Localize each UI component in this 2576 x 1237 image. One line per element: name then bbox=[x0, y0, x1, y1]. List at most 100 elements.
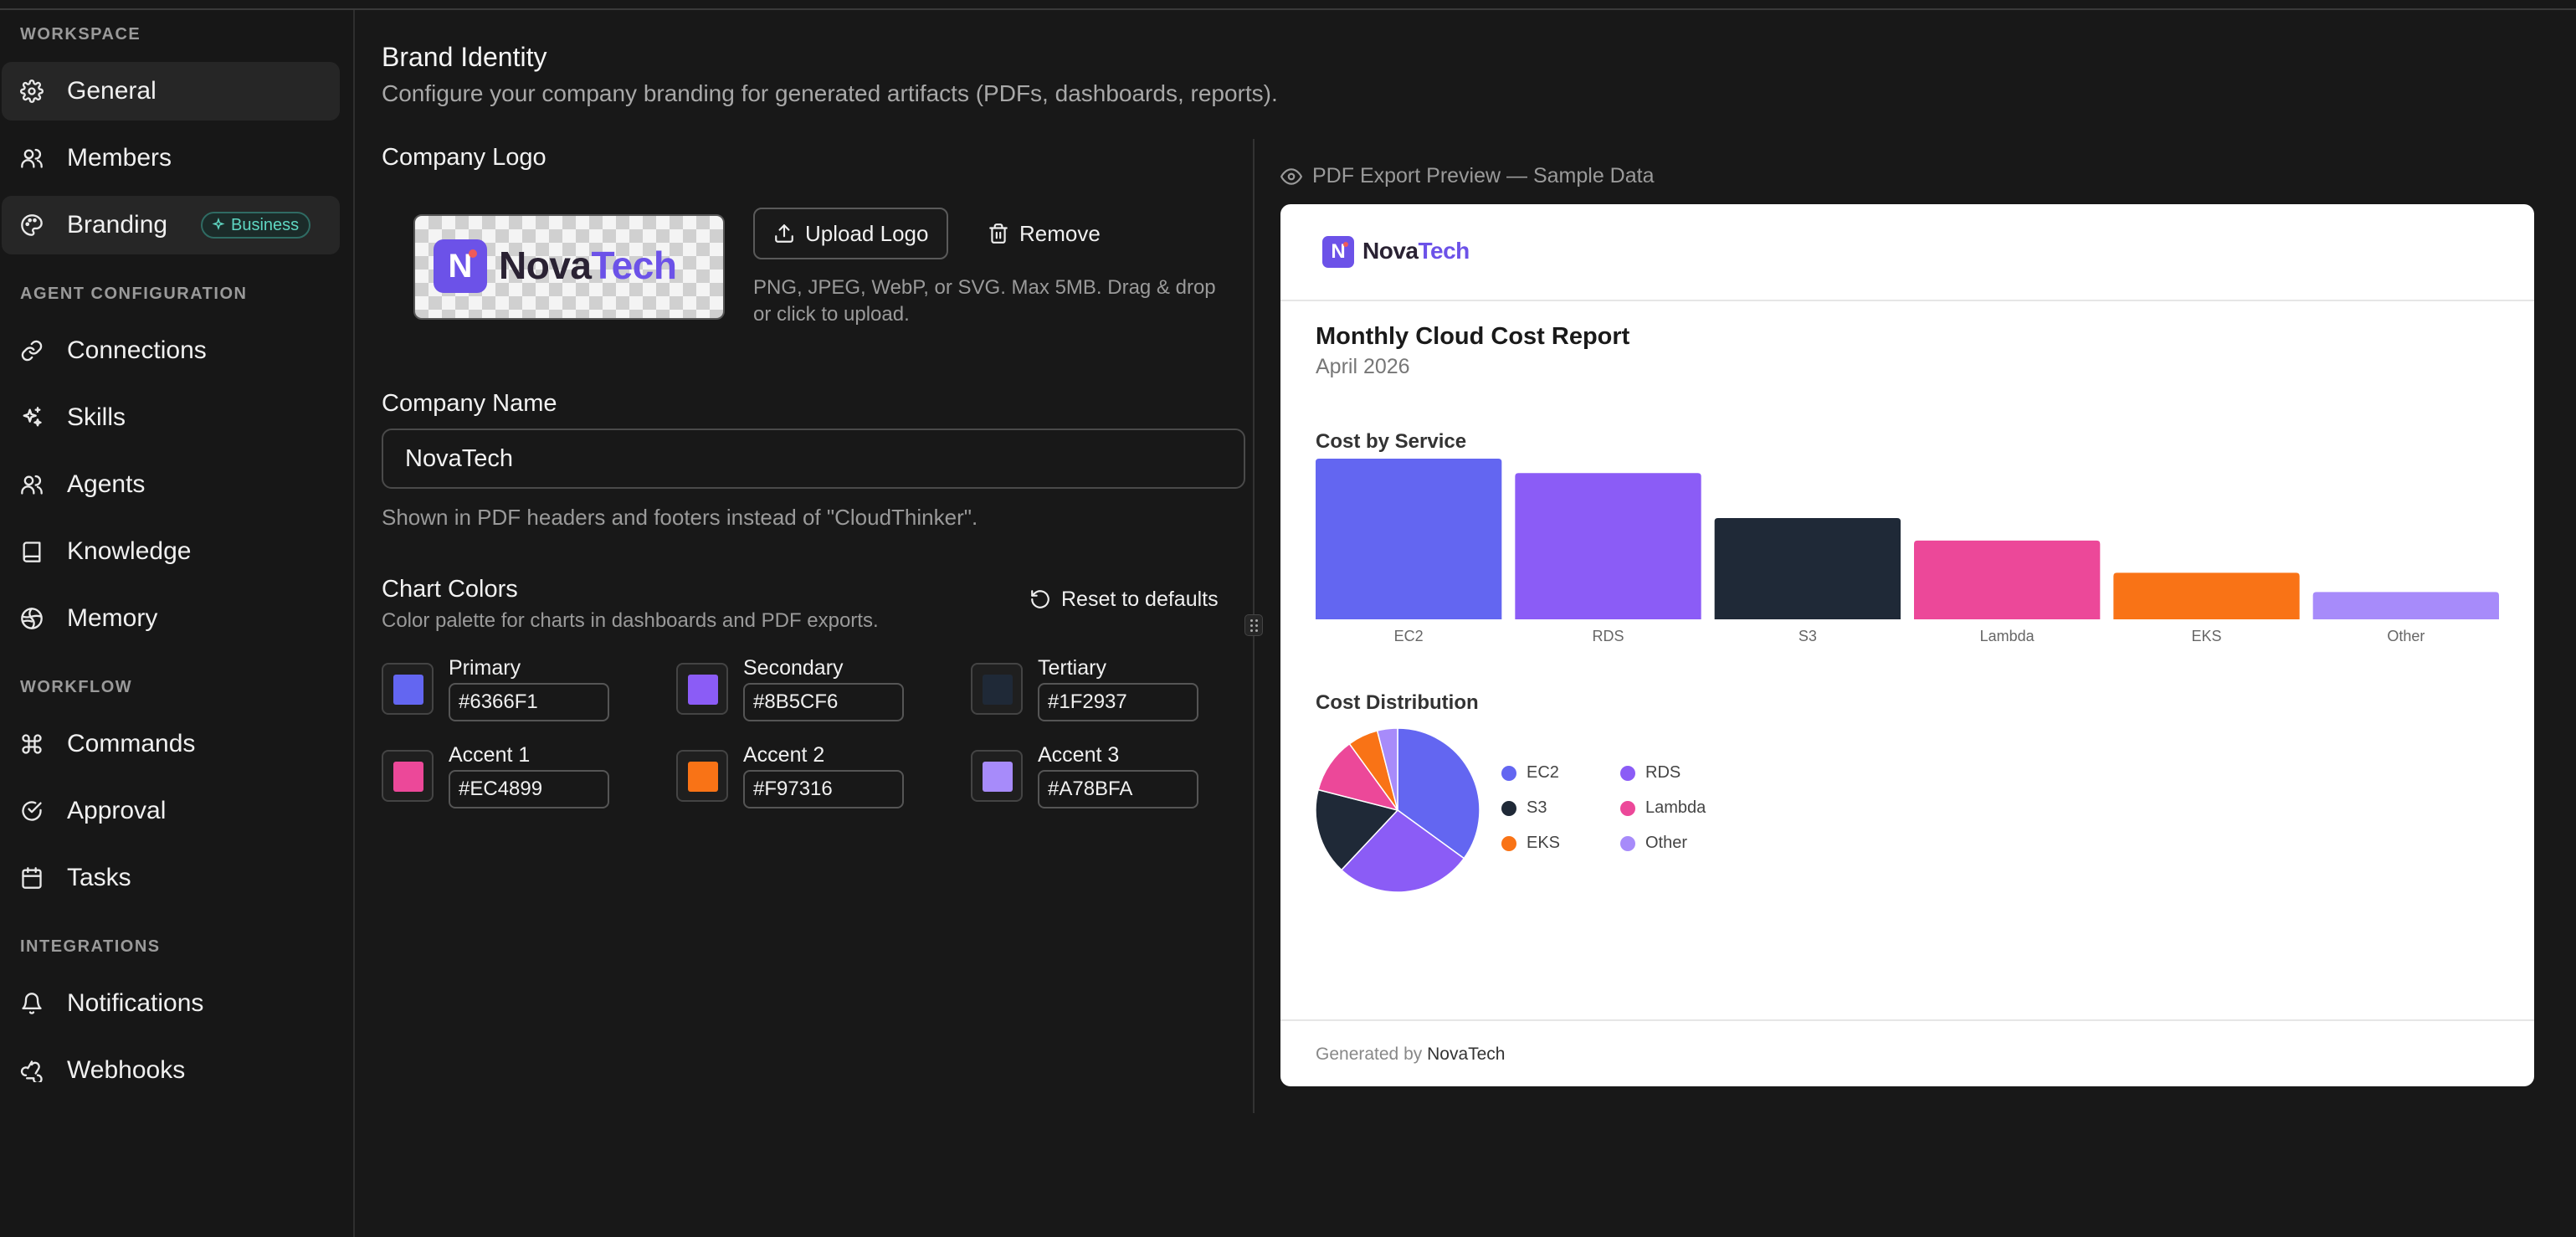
grip-dot bbox=[1255, 629, 1258, 632]
pdf-preview-card: N NovaTech Monthly Cloud Cost Report Apr… bbox=[1280, 204, 2534, 1086]
page-subtitle: Configure your company branding for gene… bbox=[382, 80, 1278, 106]
legend-item: Lambda bbox=[1620, 798, 1706, 818]
swatch-name: Accent 2 bbox=[743, 743, 825, 767]
sidebar-item-label: Commands bbox=[67, 730, 196, 757]
bar-eks bbox=[2113, 572, 2300, 619]
novatech-mark: N bbox=[434, 239, 487, 293]
palette-icon bbox=[20, 213, 44, 237]
legend-dot bbox=[1501, 800, 1516, 816]
wordmark-tech: Tech bbox=[1418, 238, 1470, 264]
sidebar-item-knowledge[interactable]: Knowledge bbox=[2, 522, 340, 581]
sparkles-icon bbox=[20, 406, 44, 429]
wordmark-tech: Tech bbox=[591, 244, 677, 287]
sidebar-item-approval[interactable]: Approval bbox=[2, 782, 340, 840]
sidebar-item-label: Approval bbox=[67, 797, 167, 824]
hex-input-accent-1[interactable]: #EC4899 bbox=[449, 770, 609, 808]
swatch-chip bbox=[393, 675, 423, 705]
bar-label: Other bbox=[2387, 628, 2425, 644]
swatch-chip bbox=[393, 762, 423, 792]
command-icon bbox=[20, 732, 44, 756]
bar-label: EC2 bbox=[1394, 628, 1424, 644]
legend-item: S3 bbox=[1501, 798, 1547, 818]
reset-defaults-button[interactable]: Reset to defaults bbox=[1018, 574, 1230, 624]
check-circle-icon bbox=[20, 799, 44, 823]
legend-dot bbox=[1501, 765, 1516, 781]
sidebar-item-notifications[interactable]: Notifications bbox=[2, 974, 340, 1033]
section-label-workspace: WORKSPACE bbox=[20, 25, 141, 44]
eye-icon bbox=[1280, 167, 1302, 185]
color-picker-secondary[interactable] bbox=[676, 663, 728, 715]
novatech-wordmark: NovaTech bbox=[1362, 238, 1470, 264]
sidebar-item-skills[interactable]: Skills bbox=[2, 388, 340, 447]
color-picker-accent-3[interactable] bbox=[971, 750, 1023, 802]
bar-ec2 bbox=[1316, 459, 1502, 619]
swatch-accent-2: Accent 2 #F97316 bbox=[676, 743, 927, 810]
legend-item: Other bbox=[1620, 834, 1687, 853]
novatech-mark: N bbox=[1322, 236, 1354, 268]
trash-icon bbox=[989, 223, 1008, 244]
hex-input-tertiary[interactable]: #1F2937 bbox=[1038, 683, 1198, 721]
bar-rds bbox=[1515, 473, 1701, 619]
brain-icon bbox=[20, 607, 44, 630]
color-picker-accent-2[interactable] bbox=[676, 750, 728, 802]
reset-defaults-label: Reset to defaults bbox=[1061, 587, 1219, 611]
upload-logo-button[interactable]: Upload Logo bbox=[753, 208, 949, 259]
company-logo-label: Company Logo bbox=[382, 144, 547, 171]
sidebar-item-commands[interactable]: Commands bbox=[2, 715, 340, 773]
legend-label: EKS bbox=[1527, 834, 1561, 852]
sidebar: WORKSPACE General Members Branding Busin… bbox=[0, 10, 355, 1237]
sidebar-item-label: Members bbox=[67, 144, 172, 172]
color-picker-accent-1[interactable] bbox=[382, 750, 434, 802]
bar-label: Lambda bbox=[1980, 628, 2035, 644]
swatch-name: Secondary bbox=[743, 656, 844, 680]
upload-icon bbox=[775, 224, 793, 243]
calendar-icon bbox=[20, 866, 44, 890]
logo-preview[interactable]: N NovaTech bbox=[413, 214, 725, 320]
logo-upload-help: PNG, JPEG, WebP, or SVG. Max 5MB. Drag &… bbox=[753, 276, 1216, 326]
sidebar-item-label: Skills bbox=[67, 403, 126, 431]
swatch-tertiary: Tertiary #1F2937 bbox=[971, 656, 1222, 723]
wordmark-nova: Nova bbox=[499, 244, 592, 287]
pie-slice-ec2 bbox=[1397, 728, 1480, 860]
chart-colors-label: Chart Colors bbox=[382, 576, 518, 603]
sidebar-item-general[interactable]: General bbox=[2, 62, 340, 121]
sidebar-item-branding[interactable]: Branding Business bbox=[2, 196, 340, 254]
pie-slice-other bbox=[1376, 728, 1398, 811]
bar-lambda bbox=[1914, 540, 2101, 619]
page-title: Brand Identity bbox=[382, 42, 547, 72]
company-name-input[interactable]: NovaTech bbox=[382, 429, 1245, 489]
color-picker-primary[interactable] bbox=[382, 663, 434, 715]
bell-icon bbox=[20, 992, 44, 1015]
color-picker-tertiary[interactable] bbox=[971, 663, 1023, 715]
bar-other bbox=[2312, 592, 2499, 619]
sidebar-item-tasks[interactable]: Tasks bbox=[2, 849, 340, 907]
footer-text: Generated by NovaTech bbox=[1316, 1045, 1505, 1065]
webhook-icon bbox=[20, 1059, 44, 1085]
sidebar-item-label: General bbox=[67, 77, 157, 105]
sidebar-item-members[interactable]: Members bbox=[2, 129, 340, 187]
resize-handle[interactable] bbox=[1244, 614, 1263, 636]
gear-icon bbox=[20, 80, 44, 103]
legend-label: RDS bbox=[1645, 763, 1681, 782]
swatch-chip bbox=[688, 675, 718, 705]
hex-input-primary[interactable]: #6366F1 bbox=[449, 683, 609, 721]
sidebar-item-connections[interactable]: Connections bbox=[2, 321, 340, 380]
swatch-name: Accent 3 bbox=[1038, 743, 1120, 767]
sidebar-item-webhooks[interactable]: Webhooks bbox=[2, 1041, 340, 1100]
swatch-primary: Primary #6366F1 bbox=[382, 656, 633, 723]
company-name-label: Company Name bbox=[382, 390, 557, 417]
sidebar-item-memory[interactable]: Memory bbox=[2, 589, 340, 648]
legend-label: Lambda bbox=[1645, 798, 1706, 817]
sidebar-item-label: Branding bbox=[67, 211, 168, 239]
sidebar-item-agents[interactable]: Agents bbox=[2, 455, 340, 514]
users-icon bbox=[20, 473, 44, 496]
remove-logo-button[interactable]: Remove bbox=[969, 208, 1119, 259]
grip-dot bbox=[1250, 624, 1253, 627]
hex-input-accent-3[interactable]: #A78BFA bbox=[1038, 770, 1198, 808]
company-name-help: Shown in PDF headers and footers instead… bbox=[382, 505, 978, 530]
hex-input-secondary[interactable]: #8B5CF6 bbox=[743, 683, 904, 721]
logo-mark-letter: N bbox=[448, 247, 473, 285]
link-icon bbox=[20, 339, 44, 362]
hex-input-accent-2[interactable]: #F97316 bbox=[743, 770, 904, 808]
sidebar-item-label: Memory bbox=[67, 604, 158, 632]
